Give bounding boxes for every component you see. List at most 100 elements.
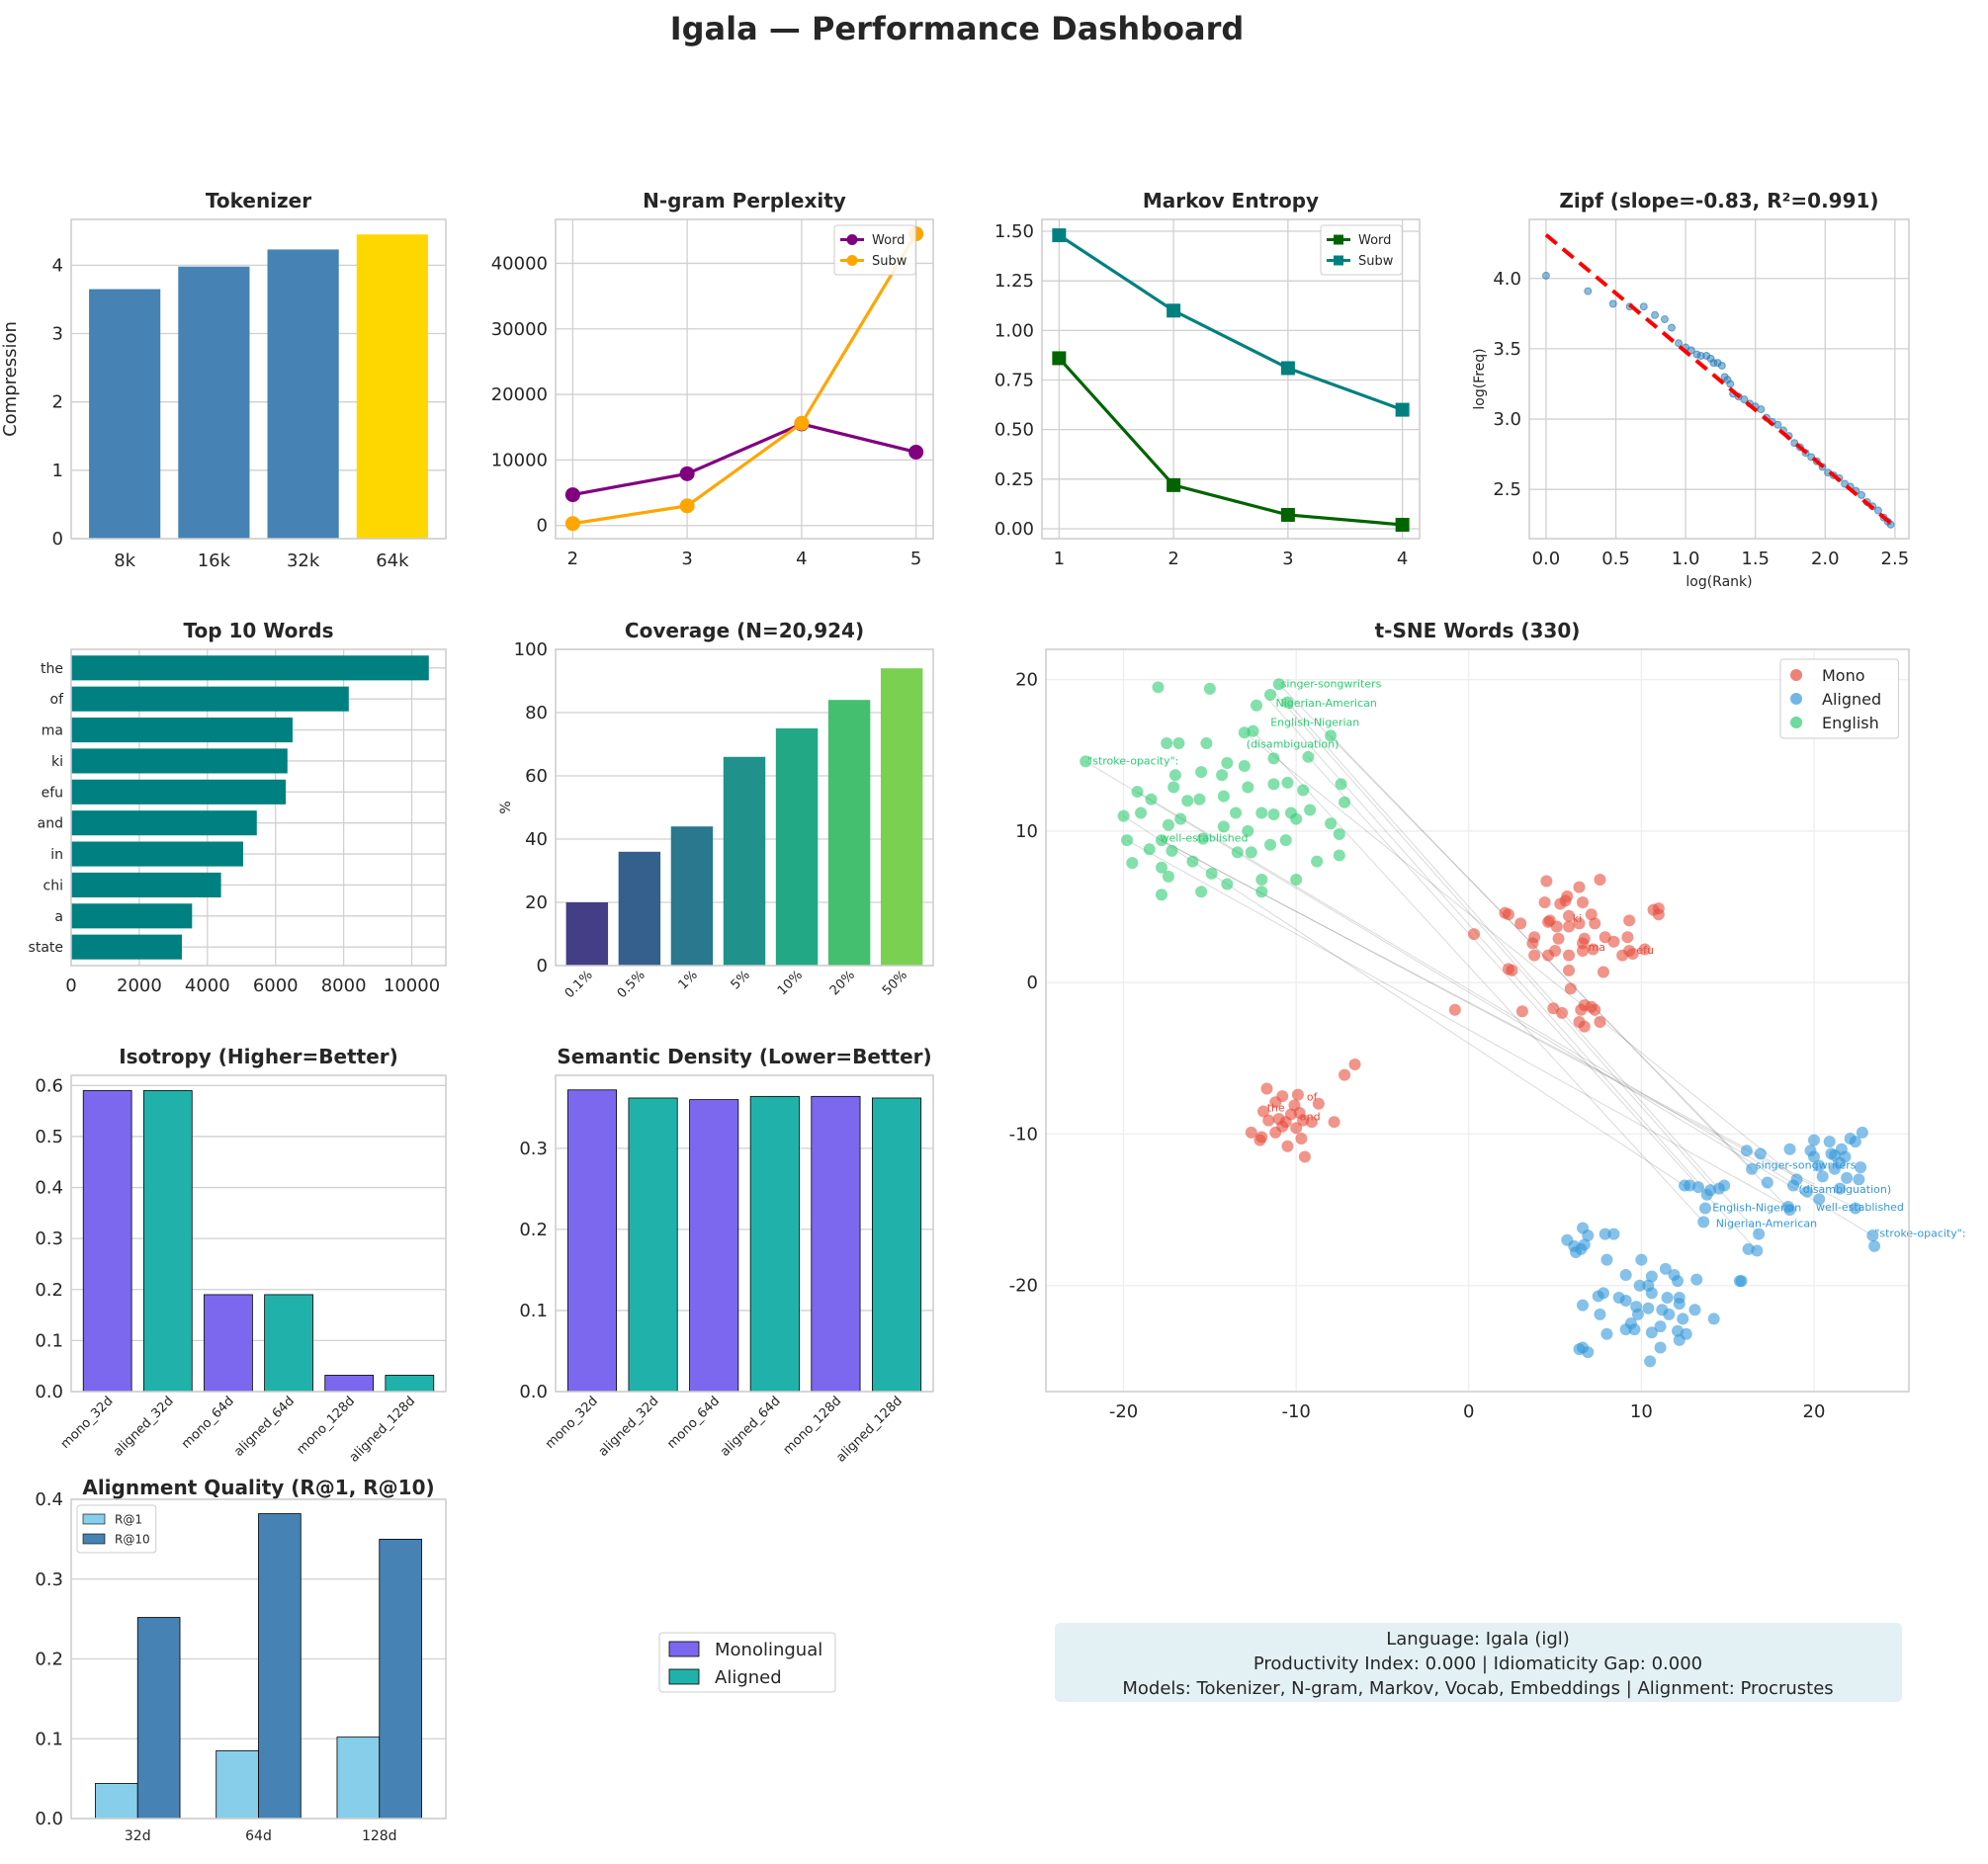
point-Mono (1652, 908, 1665, 921)
y-tick-label: the (41, 661, 63, 677)
data-point (1740, 395, 1749, 404)
x-tick-label: aligned_64d (231, 1394, 298, 1460)
point-Aligned (1816, 1170, 1829, 1183)
x-tick-label: 2 (567, 549, 578, 569)
point-labels: ki ma efu of the and singer-songwriters (disamb… (1087, 677, 1965, 1239)
point-English (1126, 857, 1139, 870)
x-tick-label: 4 (796, 549, 807, 569)
x-tick-label: 1.0 (1672, 549, 1700, 569)
point-English (1174, 812, 1187, 825)
x-tick-label: 16k (198, 551, 231, 571)
data-point (1541, 271, 1550, 280)
point-Mono (1253, 1134, 1266, 1146)
y-tick-label: 0.2 (35, 1650, 63, 1670)
point-Mono (1577, 895, 1590, 908)
chart-tsne: -20 -10 0 10 20 -20 -10 0 10 20 t-SNE Words (330) k… (1009, 619, 1966, 1422)
legend-marker-English (1790, 717, 1802, 728)
alignment-link (1161, 839, 1857, 1209)
y-tick-label: 80 (525, 703, 548, 723)
point-label: "stroke-opacity": (1087, 754, 1178, 767)
bar-32k (267, 249, 339, 539)
point-Aligned (1754, 1147, 1767, 1160)
data-point-Word (1167, 477, 1181, 492)
legend-marker-Subw (846, 255, 858, 266)
point-Mono (1556, 1006, 1569, 1019)
point-English (1230, 806, 1243, 819)
data-point (1584, 287, 1593, 296)
bar-ma (71, 718, 293, 743)
point-label: of (1307, 1091, 1319, 1104)
data-point-Word (908, 444, 924, 460)
point-Aligned (1753, 1228, 1766, 1240)
point-Aligned (1849, 1202, 1861, 1215)
point-Aligned (1631, 1308, 1644, 1320)
x-axis-label: log(Rank) (1685, 574, 1752, 590)
chart-title: Isotropy (Higher=Better) (119, 1045, 398, 1068)
point-label: well-established (1816, 1201, 1904, 1214)
point-English (1325, 729, 1338, 742)
point-Aligned (1841, 1171, 1854, 1184)
point-label: well-established (1160, 832, 1248, 845)
point-English (1267, 808, 1280, 821)
x-tick-label: 0.0 (1532, 549, 1561, 569)
axes-frame (70, 1074, 447, 1393)
point-Aligned (1828, 1162, 1841, 1175)
x-tick-label: -10 (1281, 1401, 1310, 1422)
x-tick-label: 10000 (384, 975, 440, 996)
bar-state (71, 934, 182, 960)
point-Aligned (1849, 1136, 1861, 1148)
x-tick-label: 5 (910, 549, 921, 569)
bar-mono_32d (566, 1089, 618, 1393)
chart-title: Markov Entropy (1143, 189, 1319, 212)
y-tick-label: 0.00 (994, 519, 1034, 540)
alignment-link (1123, 815, 1685, 1186)
x-tick-label: 2 (1167, 549, 1178, 569)
x-tick-label: 1.5 (1741, 549, 1770, 569)
data-point-Subw (1395, 402, 1410, 417)
data-point (1773, 420, 1782, 429)
point-English (1152, 681, 1165, 694)
y-tick-label: 0 (537, 516, 548, 537)
x-tick-label: 10 (1630, 1401, 1653, 1422)
point-Mono (1597, 966, 1609, 978)
alignment-link (1158, 838, 1815, 1185)
y-tick-label: 0.3 (519, 1139, 548, 1159)
x-tick-label: 128d (362, 1828, 397, 1844)
point-Mono (1540, 875, 1553, 888)
y-tick-label: 0.50 (994, 420, 1034, 441)
point-Aligned (1654, 1341, 1667, 1354)
point-Aligned (1607, 1228, 1620, 1240)
point-English (1168, 769, 1181, 782)
point-English (1200, 737, 1213, 750)
series-line-Subw (572, 232, 918, 526)
x-tick-label: 1% (676, 968, 701, 992)
y-tick-label: 0.0 (35, 1382, 63, 1402)
point-Aligned (1707, 1313, 1720, 1325)
legend-marker-Word (1334, 234, 1343, 245)
point-Mono (1587, 943, 1599, 956)
point-English (1080, 755, 1092, 768)
point-English (1245, 846, 1257, 859)
point-English (1267, 752, 1280, 765)
y-tick-label: 1.25 (994, 271, 1034, 292)
point-Aligned (1600, 1327, 1613, 1340)
point-English (1217, 790, 1230, 803)
x-tick-label: 20% (827, 968, 858, 998)
point-Aligned (1787, 1179, 1800, 1192)
point-Mono (1256, 1105, 1269, 1118)
point-English (1162, 818, 1174, 831)
legend-marker-Word (846, 234, 858, 245)
x-tick-label: 20 (1803, 1401, 1826, 1422)
point-Aligned (1813, 1159, 1826, 1172)
point-label: ki (1573, 912, 1582, 925)
point-English (1205, 867, 1218, 880)
point-Mono (1563, 949, 1576, 962)
info-box-background (1055, 1623, 1902, 1702)
chart-title: Zipf (slope=-0.83, R²=0.991) (1559, 189, 1878, 212)
bar-efu (71, 779, 287, 805)
data-point-Subw (1052, 228, 1067, 243)
point-Aligned (1673, 1333, 1685, 1346)
data-point (1873, 506, 1882, 515)
data-point-Subw (679, 498, 695, 514)
